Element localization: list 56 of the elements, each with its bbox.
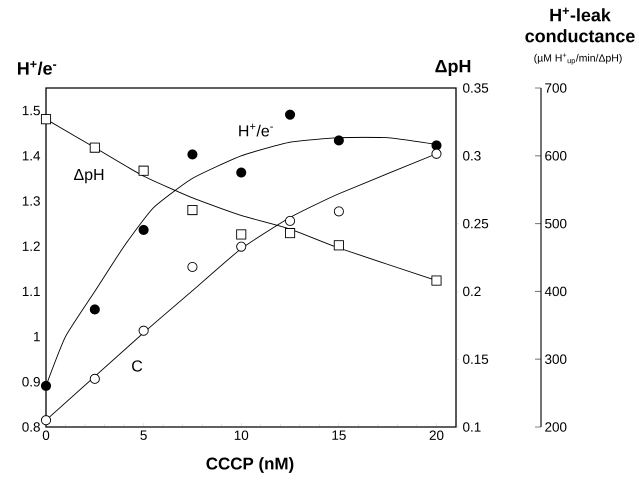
y3-tick-label: 200 [545, 422, 566, 432]
y3-tick-label: 300 [545, 354, 566, 364]
series-label: H$^{+}$/e$^{-}$ [239, 124, 273, 136]
point [236, 242, 246, 252]
point [187, 204, 198, 216]
point [138, 166, 149, 176]
y3-tick-label: 700 [545, 83, 566, 93]
y-tick-label: 1.4 [22, 151, 40, 160]
y-tick-label: 1.5 [22, 106, 40, 116]
point [138, 224, 149, 235]
series-label: ΔpH [74, 168, 104, 184]
y3-tick-label: 600 [545, 151, 566, 161]
x-tick-label: 20 [430, 430, 444, 440]
y-axis-title: H$^{+}$/e$^{-}$ [18, 61, 56, 75]
point [40, 415, 52, 426]
y3-axis-title: H$^{+}$-leak conductance [525, 8, 635, 42]
point [334, 240, 344, 250]
point [40, 380, 52, 391]
y2-tick-label: 0.1 [463, 422, 481, 432]
y-tick-label: 1 [34, 332, 40, 342]
y-tick-label: 1.2 [22, 242, 40, 251]
x-tick-label: 5 [140, 430, 147, 440]
point [187, 149, 198, 160]
point [236, 229, 246, 240]
y2-tick-label: 0.2 [463, 286, 481, 296]
text: (µM H$^{+}$$_{up}$/min/ΔpH) [534, 53, 622, 65]
y3-tick-label: 500 [545, 218, 566, 228]
point [90, 374, 100, 384]
series-label: C [132, 360, 142, 372]
y3-tick-label: 400 [544, 286, 566, 296]
x-tick-label: 15 [332, 430, 346, 440]
point [334, 135, 344, 146]
point [431, 276, 442, 286]
point [138, 326, 149, 336]
x-tick-label: 0 [42, 430, 50, 440]
point [90, 142, 100, 153]
y2-axis-title: ΔpH [435, 60, 470, 76]
point [236, 167, 246, 178]
point [285, 216, 296, 226]
y2-tick-label: 0.25 [463, 218, 488, 228]
point [40, 114, 52, 124]
y-tick-label: 1.3 [22, 196, 40, 206]
x-tick-label: 10 [234, 430, 248, 440]
point [90, 304, 100, 315]
point [334, 206, 344, 216]
y-tick-label: 0.9 [22, 377, 40, 387]
point [431, 140, 442, 150]
y-tick-label: 1.1 [22, 286, 40, 296]
x-axis-title: CCCP (nM) [206, 457, 294, 473]
y-tick-label: 0.8 [22, 422, 40, 432]
y2-tick-label: 0.15 [463, 354, 488, 364]
point [285, 110, 296, 120]
y2-tick-label: 0.3 [463, 151, 481, 161]
point [431, 148, 442, 159]
y2-tick-label: 0.35 [463, 83, 488, 93]
point [285, 228, 296, 238]
